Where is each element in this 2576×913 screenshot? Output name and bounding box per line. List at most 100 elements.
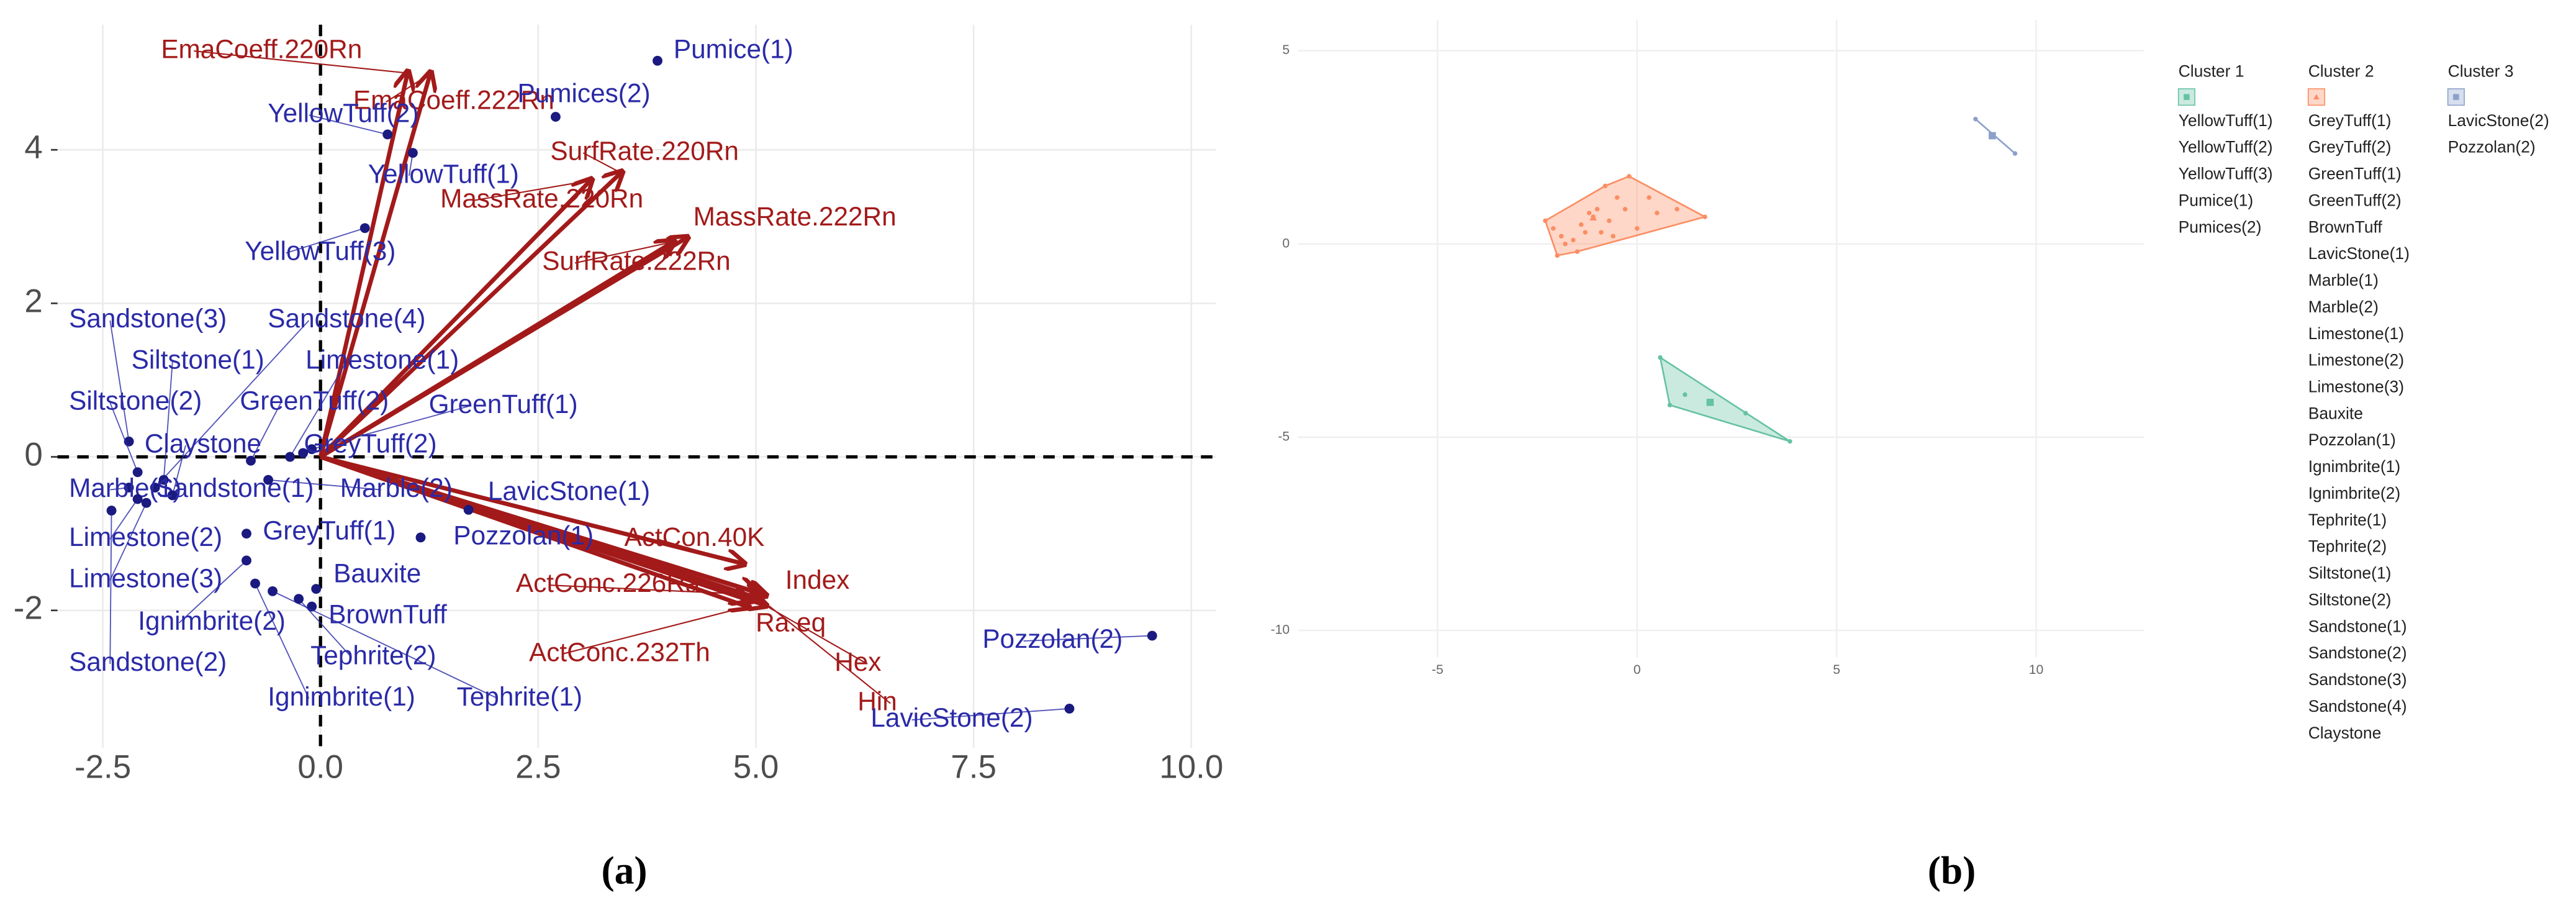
legend-member: Tephrite(1) xyxy=(2308,511,2387,529)
point-label: Siltstone(2) xyxy=(69,386,202,416)
sample-point xyxy=(307,444,317,455)
leader-line xyxy=(163,361,173,480)
legend-member: Marble(2) xyxy=(2308,298,2379,316)
point-label: Claystone xyxy=(145,429,261,458)
cluster-point xyxy=(1787,438,1792,444)
cluster-hull xyxy=(1659,355,1791,442)
legend-member: YellowTuff(1) xyxy=(2179,111,2273,130)
sample-point xyxy=(298,448,309,458)
x-tick-label: 0 xyxy=(1634,663,1641,677)
cluster-point xyxy=(1543,218,1548,224)
point-label: Siltstone(1) xyxy=(132,345,264,374)
arrow-label: Hin xyxy=(857,687,897,716)
legend-member: Limestone(3) xyxy=(2308,378,2404,396)
point-label: Marble(1) xyxy=(69,473,181,502)
legend-member: Ignimbrite(2) xyxy=(2308,484,2400,502)
leader-line xyxy=(472,179,591,201)
x-tick-label: 10.0 xyxy=(1159,748,1223,785)
leader-line xyxy=(657,538,743,565)
cluster-point xyxy=(1579,222,1584,227)
leader-line xyxy=(311,405,471,450)
point-label: Tephrite(1) xyxy=(457,682,582,711)
legend-key-symbol xyxy=(2453,94,2459,100)
point-label: Limestone(1) xyxy=(305,345,459,374)
leader-line xyxy=(298,598,352,658)
point-label: Sandstone(3) xyxy=(69,304,227,333)
leader-line xyxy=(309,114,388,135)
point-label: GreenTuff(2) xyxy=(240,386,389,416)
point-label: LavicStone(2) xyxy=(870,703,1033,732)
cluster-point xyxy=(1611,234,1616,238)
sample-point xyxy=(242,555,251,566)
legend-member: Siltstone(1) xyxy=(2308,564,2392,583)
leader-line xyxy=(109,502,147,581)
cluster-point xyxy=(1599,230,1604,235)
arrow-label: Index xyxy=(785,565,850,594)
legend-member: Siltstone(2) xyxy=(2308,590,2392,609)
leader-line xyxy=(272,591,499,699)
sample-point xyxy=(268,586,278,596)
y-tick-label: 0 xyxy=(1282,236,1290,250)
legend-member: Pozzolan(1) xyxy=(2308,430,2396,449)
legend-title: Cluster 1 xyxy=(2179,61,2244,80)
loading-arrow xyxy=(319,181,590,458)
leader-line xyxy=(386,73,431,103)
cluster-center xyxy=(1706,398,1714,406)
loading-arrow xyxy=(319,242,673,459)
legend-title: Cluster 2 xyxy=(2308,61,2374,80)
leader-line xyxy=(574,241,674,264)
cluster-point xyxy=(1674,206,1679,212)
cluster-point xyxy=(1607,218,1612,224)
arrow-label: ActCon.40K xyxy=(624,522,764,552)
point-label: YellowTuff(2) xyxy=(268,98,418,127)
sample-point xyxy=(382,129,393,140)
point-label: GreyTuff(1) xyxy=(263,516,395,545)
legend-member: LavicStone(2) xyxy=(2448,111,2549,130)
legend-member: GreyTuff(1) xyxy=(2308,111,2392,130)
arrow-label: EmaCoeff.220Rn xyxy=(161,34,362,63)
point-label: Pozzolan(2) xyxy=(982,624,1123,653)
legend-member: Sandstone(2) xyxy=(2308,643,2407,662)
sample-point xyxy=(653,55,662,66)
point-label: Ignimbrite(2) xyxy=(138,606,286,635)
legend-member: Sandstone(3) xyxy=(2308,670,2407,689)
point-label: Marble(2) xyxy=(340,473,453,502)
sample-point xyxy=(550,112,561,122)
x-tick-label: 0.0 xyxy=(297,748,343,785)
sample-point xyxy=(463,504,474,515)
leader-line xyxy=(109,320,130,442)
sample-point xyxy=(311,584,322,594)
point-label: Bauxite xyxy=(333,558,421,588)
y-tick-label: 2 xyxy=(24,283,42,319)
sample-point xyxy=(415,532,426,543)
point-label: GreyTuff(2) xyxy=(304,429,437,458)
legend-member: GreenTuff(1) xyxy=(2308,165,2402,183)
cluster-point xyxy=(1973,117,1978,122)
point-label: YellowTuff(3) xyxy=(245,237,395,266)
sample-point xyxy=(106,506,117,516)
cluster-point xyxy=(1667,402,1673,407)
cluster-center xyxy=(1589,214,1597,221)
legend-member: Ignimbrite(1) xyxy=(2308,457,2400,476)
leader-line xyxy=(286,227,366,254)
cluster-point xyxy=(1558,234,1564,238)
leader-line xyxy=(268,479,381,491)
arrow-label: Ra.eq xyxy=(756,608,826,637)
point-label: GreenTuff(1) xyxy=(429,389,578,419)
cluster-point xyxy=(1743,411,1748,416)
point-label: Sandstone(1) xyxy=(156,473,314,502)
sample-point xyxy=(263,475,273,485)
legend-member: Marble(1) xyxy=(2308,271,2379,289)
point-label: Sandstone(4) xyxy=(268,304,425,333)
sample-point xyxy=(359,223,370,234)
leader-line xyxy=(109,511,112,665)
cluster-point xyxy=(1583,230,1588,235)
sample-point xyxy=(285,452,296,462)
legend-key-symbol xyxy=(2313,94,2320,99)
leader-line xyxy=(1023,635,1152,642)
point-label: LavicStone(1) xyxy=(488,476,650,506)
leader-line xyxy=(178,560,247,624)
loading-arrow xyxy=(320,455,747,607)
cluster-point xyxy=(1622,206,1628,212)
